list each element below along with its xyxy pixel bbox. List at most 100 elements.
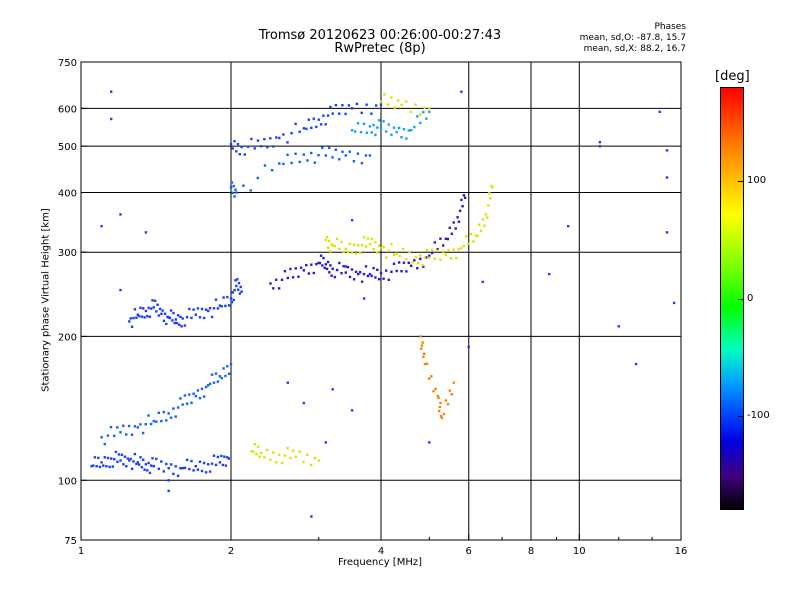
data-point-210: [238, 292, 241, 295]
data-point-470: [353, 130, 357, 133]
data-point-441: [256, 176, 259, 180]
data-point-102: [165, 419, 168, 422]
data-point-417: [326, 114, 330, 117]
data-point-19: [120, 453, 124, 456]
data-point-363: [457, 248, 460, 251]
data-point-1: [92, 464, 95, 467]
data-point-480: [377, 119, 381, 122]
data-point-24: [128, 459, 131, 462]
colorbar-unit-label: [deg]: [715, 69, 750, 84]
data-point-209: [237, 281, 241, 285]
data-point-63: [200, 469, 204, 473]
data-point-246: [338, 261, 341, 265]
data-point-66: [207, 463, 210, 466]
data-point-181: [192, 308, 195, 311]
data-point-278: [407, 261, 410, 264]
data-point-516: [255, 452, 258, 456]
data-point-318: [348, 242, 352, 245]
data-point-38: [147, 461, 150, 465]
data-point-31: [137, 463, 141, 466]
data-point-372: [478, 223, 481, 226]
y-tick-label-2: 500: [58, 142, 77, 153]
data-point-412: [315, 125, 318, 129]
data-point-561: [450, 393, 453, 396]
data-point-558: [444, 399, 448, 402]
data-point-514: [252, 450, 255, 453]
data-point-302: [462, 194, 466, 197]
data-point-70: [214, 463, 218, 467]
data-point-178: [185, 316, 189, 319]
data-point-269: [385, 269, 388, 272]
data-point-47: [165, 462, 168, 466]
data-point-75: [223, 455, 226, 458]
data-point-571: [350, 219, 354, 222]
data-point-559: [446, 403, 450, 406]
data-point-577: [567, 225, 570, 228]
data-point-423: [344, 112, 347, 116]
data-point-583: [665, 231, 669, 234]
data-point-554: [439, 401, 442, 405]
data-point-582: [658, 110, 661, 113]
data-point-422: [341, 104, 344, 107]
data-point-217: [280, 278, 284, 281]
data-point-402: [282, 133, 285, 136]
data-point-374: [481, 218, 484, 221]
data-point-104: [169, 416, 173, 419]
data-point-96: [149, 422, 153, 426]
data-point-465: [356, 152, 360, 155]
data-point-320: [352, 243, 356, 246]
data-point-244: [333, 275, 337, 279]
data-point-359: [447, 248, 450, 252]
data-point-62: [198, 460, 202, 463]
data-point-365: [462, 244, 465, 248]
data-point-336: [385, 256, 388, 259]
data-point-241: [329, 264, 332, 267]
data-point-58: [190, 459, 193, 463]
data-point-455: [321, 146, 324, 149]
data-point-488: [397, 126, 401, 130]
data-point-46: [162, 470, 165, 473]
data-point-17: [117, 453, 121, 456]
data-point-171: [175, 321, 179, 325]
data-point-284: [425, 256, 428, 259]
data-point-243: [331, 267, 334, 270]
data-point-447: [290, 161, 293, 165]
data-point-458: [331, 156, 334, 159]
data-point-119: [202, 395, 206, 398]
colorbar-tick-mark-1: [738, 298, 744, 300]
data-point-567: [119, 288, 122, 292]
data-point-60: [194, 465, 197, 468]
data-point-279: [410, 264, 413, 267]
data-point-501: [383, 93, 386, 96]
data-point-549: [434, 387, 437, 391]
data-point-221: [291, 276, 295, 279]
data-point-499: [428, 110, 431, 113]
data-point-546: [428, 377, 431, 380]
data-point-261: [368, 272, 372, 276]
data-point-218: [283, 270, 287, 273]
data-point-40: [150, 464, 153, 467]
data-point-174: [179, 315, 182, 319]
x-tick-label-0: 1: [78, 546, 84, 557]
data-point-453: [313, 161, 316, 164]
data-point-34: [142, 458, 145, 461]
data-point-550: [436, 394, 439, 398]
data-point-8: [103, 456, 106, 459]
data-point-78: [227, 457, 230, 460]
data-point-384: [231, 147, 234, 150]
data-point-36: [144, 463, 148, 466]
data-point-592: [286, 381, 289, 384]
chart-title: Tromsø 20120623 00:26:00-00:27:43: [258, 28, 502, 43]
data-point-127: [218, 375, 222, 378]
data-point-442: [263, 164, 267, 167]
data-point-495: [416, 115, 419, 118]
data-point-105: [172, 407, 175, 410]
data-point-151: [151, 299, 154, 302]
data-point-457: [328, 146, 331, 150]
data-point-474: [365, 131, 369, 134]
data-point-84: [116, 426, 119, 429]
data-point-382: [491, 186, 494, 189]
data-point-300: [460, 198, 463, 202]
data-point-92: [139, 423, 142, 426]
data-point-215: [275, 278, 278, 281]
